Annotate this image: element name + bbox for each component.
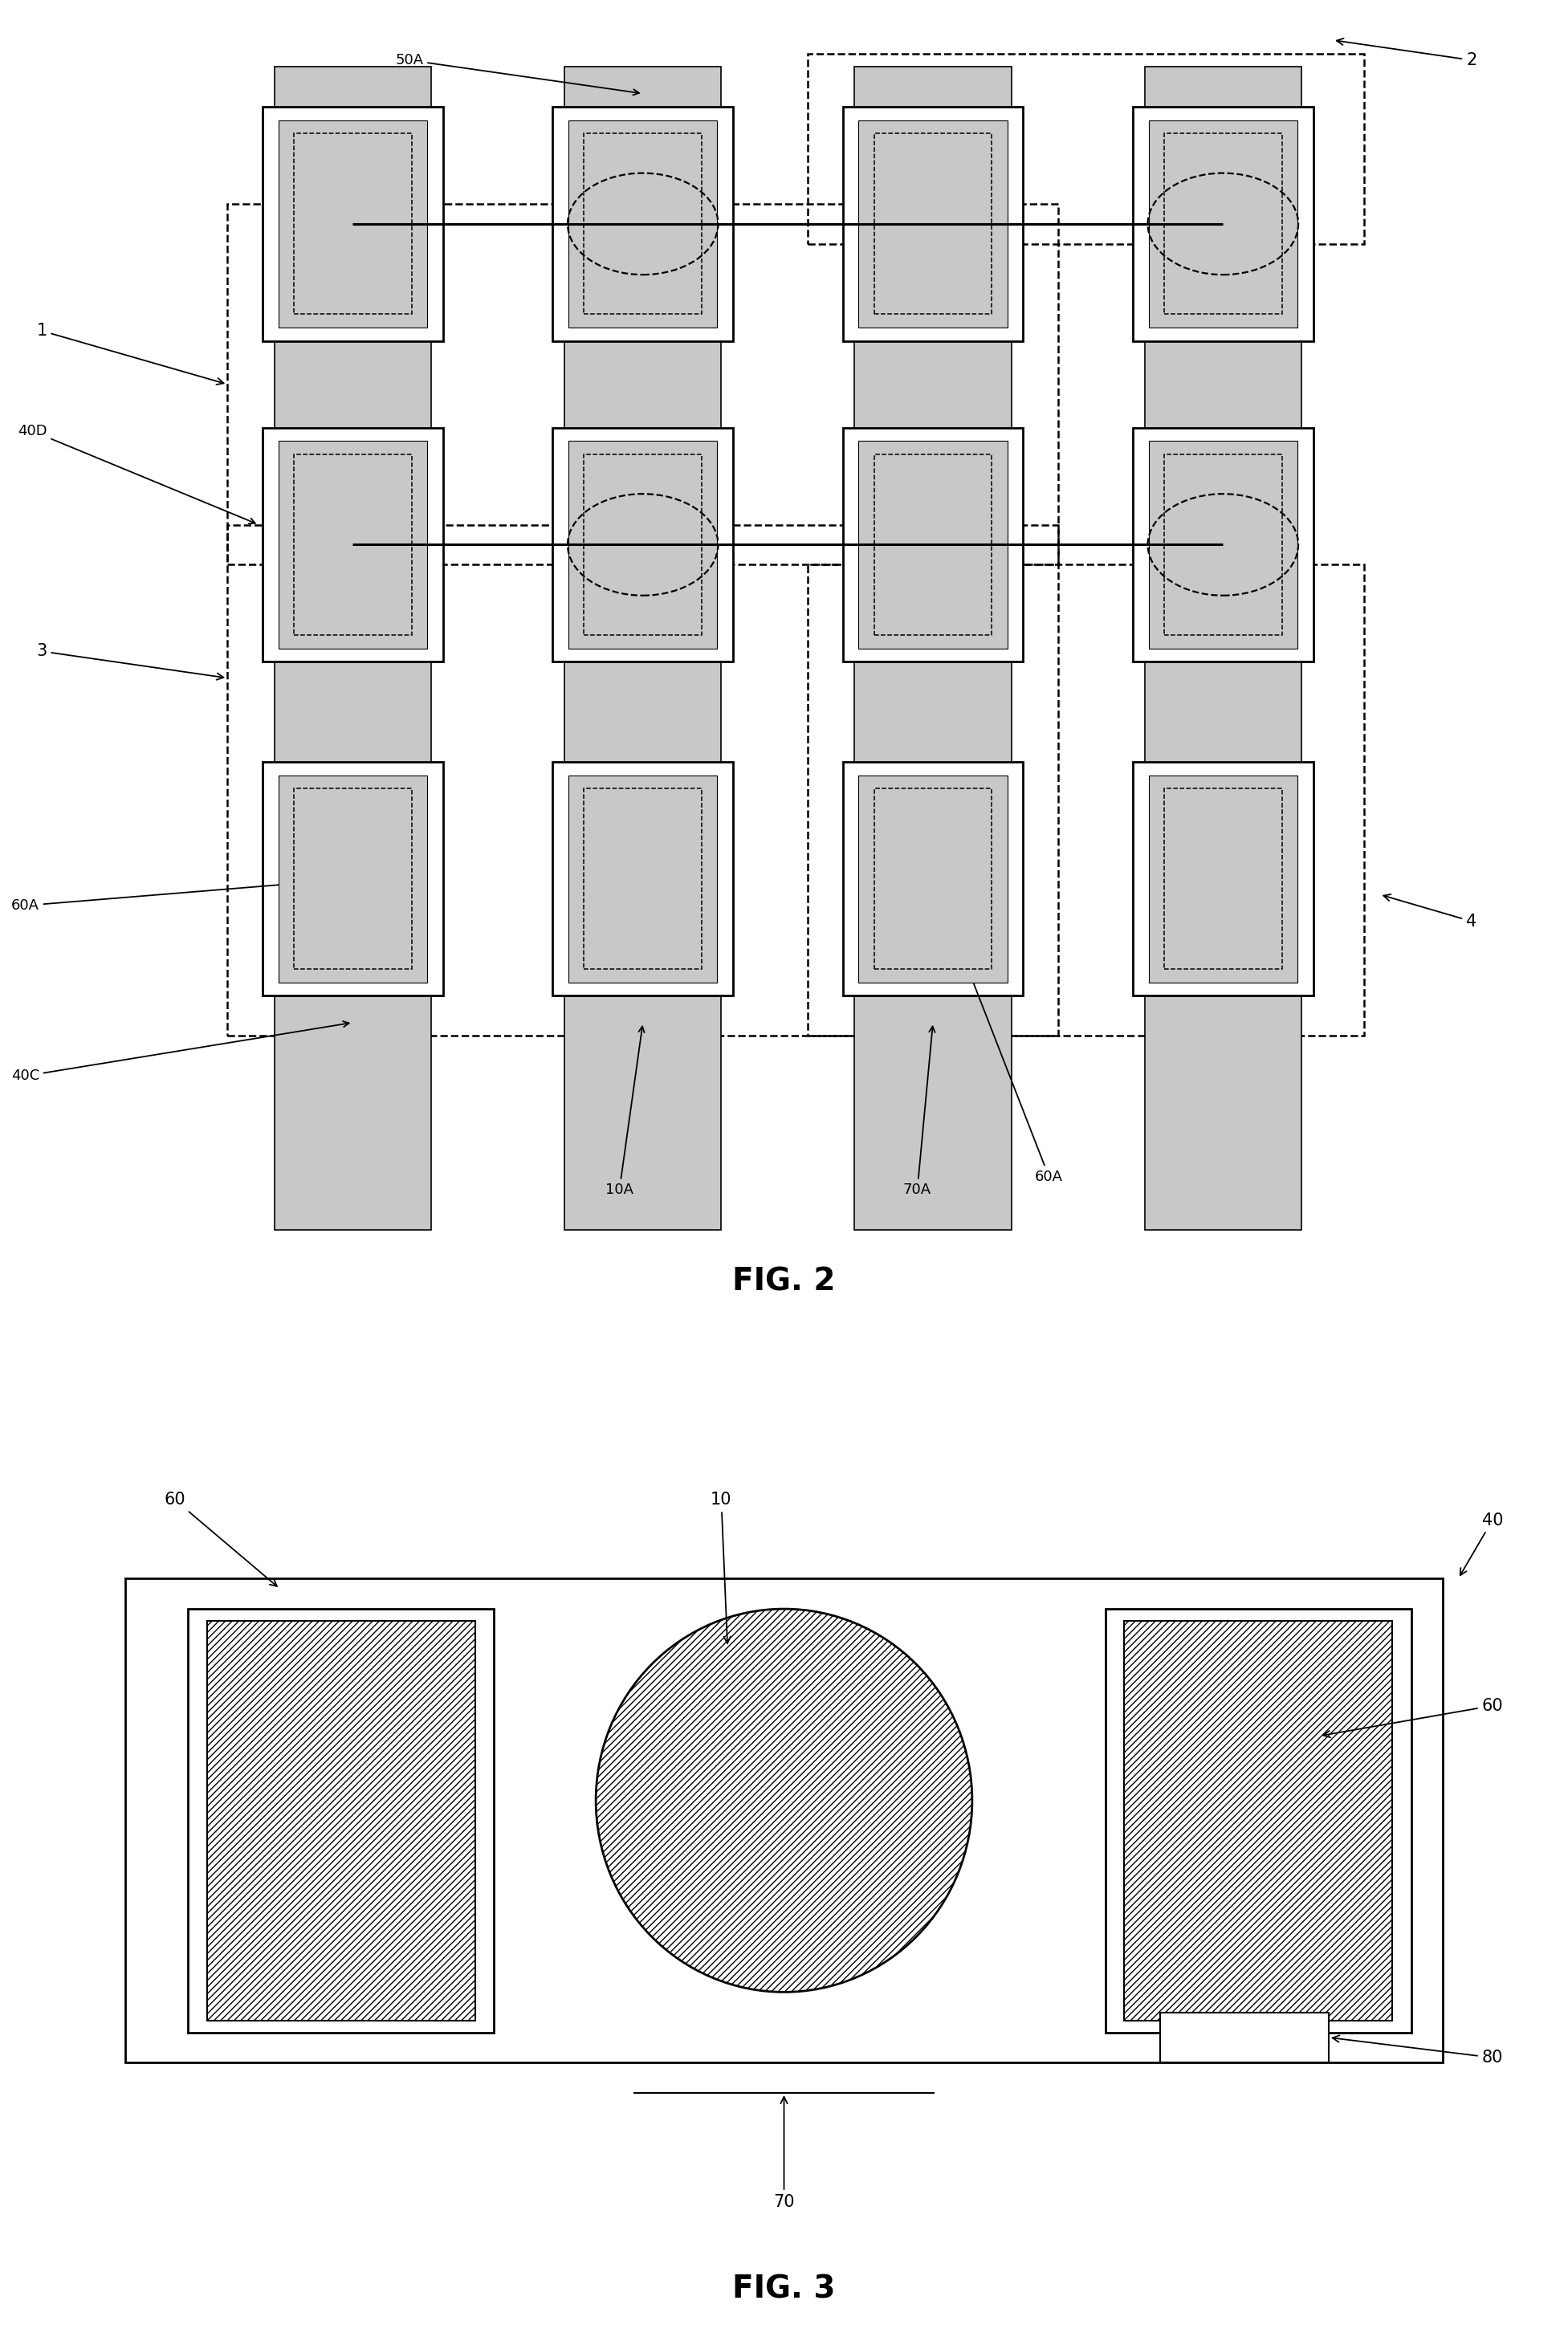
Text: 60: 60: [165, 1491, 278, 1585]
Bar: [552, 762, 732, 997]
Bar: [1163, 788, 1283, 968]
Text: 40C: 40C: [11, 1020, 350, 1083]
Bar: [855, 68, 1011, 1229]
Bar: [1163, 455, 1283, 635]
Bar: [859, 441, 1007, 647]
Bar: [207, 1620, 475, 2021]
Bar: [1132, 762, 1314, 997]
Bar: [274, 68, 431, 1229]
Text: 10: 10: [710, 1491, 732, 1644]
Bar: [1148, 441, 1297, 647]
Bar: [125, 1578, 1443, 2064]
Bar: [552, 108, 732, 340]
Bar: [808, 565, 1364, 1036]
Bar: [552, 427, 732, 661]
Text: 1: 1: [36, 324, 224, 385]
Bar: [262, 762, 442, 997]
Bar: [844, 427, 1024, 661]
Bar: [1145, 68, 1301, 1229]
Bar: [583, 134, 702, 314]
Bar: [1124, 1620, 1392, 2021]
Bar: [859, 776, 1007, 983]
Text: 3: 3: [36, 643, 224, 680]
Text: 70A: 70A: [903, 1027, 935, 1198]
Bar: [279, 120, 426, 328]
Bar: [583, 455, 702, 635]
Bar: [564, 68, 721, 1229]
Bar: [1132, 427, 1314, 661]
Text: FIG. 3: FIG. 3: [732, 2275, 836, 2305]
Bar: [1105, 1609, 1411, 2033]
Text: 80: 80: [1333, 2035, 1504, 2066]
Text: 4: 4: [1383, 893, 1477, 929]
Bar: [293, 455, 411, 635]
Bar: [568, 776, 718, 983]
Text: 40: 40: [1460, 1513, 1504, 1576]
Bar: [1148, 120, 1297, 328]
Bar: [1148, 776, 1297, 983]
Bar: [844, 108, 1024, 340]
Bar: [279, 441, 426, 647]
Bar: [227, 204, 1058, 565]
Bar: [279, 776, 426, 983]
Text: 40D: 40D: [17, 424, 256, 523]
Bar: [1132, 108, 1314, 340]
Text: 60A: 60A: [935, 882, 1063, 1184]
Bar: [262, 427, 442, 661]
Bar: [227, 525, 1058, 1036]
Bar: [293, 788, 411, 968]
Bar: [293, 134, 411, 314]
Bar: [1160, 2012, 1328, 2064]
Bar: [568, 441, 718, 647]
Bar: [808, 54, 1364, 244]
Text: FIG. 2: FIG. 2: [732, 1266, 836, 1297]
Text: 70: 70: [773, 2096, 795, 2209]
Bar: [583, 788, 702, 968]
Text: 50A: 50A: [395, 54, 640, 96]
Text: 60A: 60A: [11, 877, 350, 912]
Bar: [262, 108, 442, 340]
Text: 2: 2: [1336, 38, 1477, 68]
Bar: [1163, 134, 1283, 314]
Text: 60: 60: [1323, 1698, 1504, 1738]
Bar: [568, 120, 718, 328]
Bar: [875, 455, 993, 635]
Ellipse shape: [596, 1609, 972, 1993]
Bar: [188, 1609, 494, 2033]
Bar: [875, 788, 993, 968]
Bar: [844, 762, 1024, 997]
Text: 10A: 10A: [605, 1027, 644, 1198]
Bar: [875, 134, 993, 314]
Bar: [859, 120, 1007, 328]
